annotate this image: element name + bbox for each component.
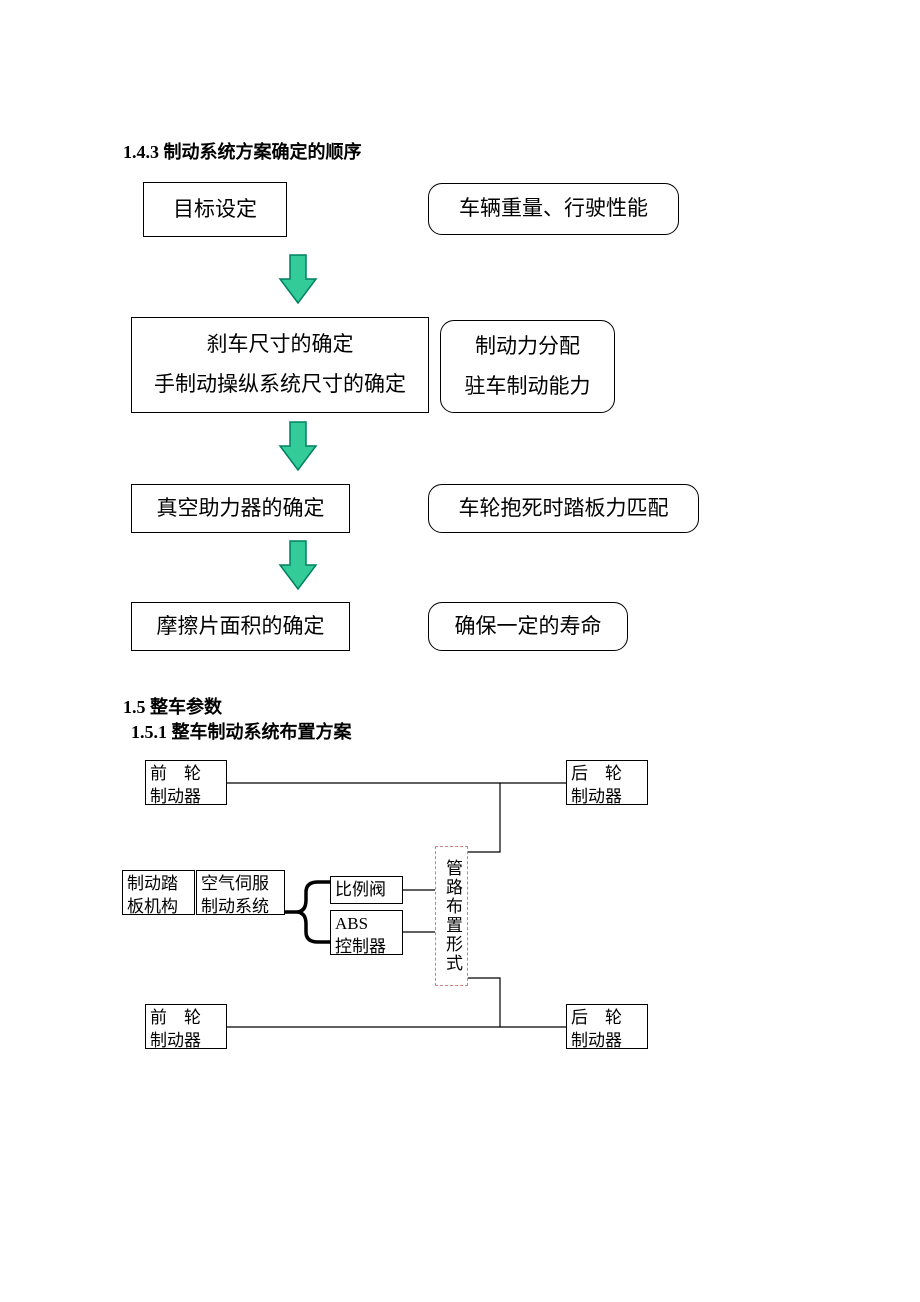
text: 手制动操纵系统尺寸的确定 [154, 365, 406, 405]
node-rear-top: 后 轮 制动器 [566, 760, 648, 805]
arrow-icon [278, 253, 318, 305]
text: 控制器 [335, 936, 386, 959]
text: 板机构 [127, 896, 178, 919]
text: 前 轮 [150, 763, 201, 786]
text: 后 轮 [571, 1007, 622, 1030]
text: 制动器 [571, 1030, 622, 1053]
flow-box-brake-dist: 制动力分配 驻车制动能力 [440, 320, 615, 413]
flow-box-pad-area: 摩擦片面积的确定 [131, 602, 350, 651]
text: 制动器 [150, 1030, 201, 1053]
text: 目标设定 [173, 190, 257, 230]
arrow-icon [278, 420, 318, 472]
text: 驻车制动能力 [465, 367, 591, 407]
text: 真空助力器的确定 [157, 489, 325, 529]
flow-box-goal: 目标设定 [143, 182, 287, 237]
text: 前 轮 [150, 1007, 201, 1030]
text: 制动系统 [201, 896, 269, 919]
flow-box-brake-size: 刹车尺寸的确定 手制动操纵系统尺寸的确定 [131, 317, 429, 413]
arrow-icon [278, 539, 318, 591]
text: 确保一定的寿命 [455, 607, 602, 647]
text: 车轮抱死时踏板力匹配 [459, 489, 669, 529]
text: 摩擦片面积的确定 [157, 607, 325, 647]
flow-box-pedal-force: 车轮抱死时踏板力匹配 [428, 484, 699, 533]
text: ABS [335, 913, 368, 936]
flow-box-lifetime: 确保一定的寿命 [428, 602, 628, 651]
text: 管路布置形式 [440, 859, 463, 973]
text: 制动力分配 [475, 327, 580, 367]
text: 制动器 [150, 786, 201, 809]
text: 制动器 [571, 786, 622, 809]
text: 制动踏 [127, 873, 178, 896]
node-front-bot: 前 轮 制动器 [145, 1004, 227, 1049]
text: 后 轮 [571, 763, 622, 786]
node-pipe-form: 管路布置形式 [435, 846, 468, 986]
node-abs: ABS 控制器 [330, 910, 403, 955]
node-pedal: 制动踏 板机构 [122, 870, 195, 915]
flow-box-vehicle-weight: 车辆重量、行驶性能 [428, 183, 679, 235]
text: 空气伺服 [201, 873, 269, 896]
node-air-servo: 空气伺服 制动系统 [196, 870, 285, 915]
text: 比例阀 [335, 879, 386, 902]
text: 车辆重量、行驶性能 [459, 189, 648, 229]
node-prop-valve: 比例阀 [330, 876, 403, 904]
heading-143: 1.4.3 制动系统方案确定的顺序 [123, 138, 362, 164]
heading-15: 1.5 整车参数 [123, 693, 222, 719]
flow-box-booster: 真空助力器的确定 [131, 484, 350, 533]
heading-151: 1.5.1 整车制动系统布置方案 [131, 718, 352, 744]
text: 刹车尺寸的确定 [207, 325, 354, 365]
node-front-top: 前 轮 制动器 [145, 760, 227, 805]
node-rear-bot: 后 轮 制动器 [566, 1004, 648, 1049]
